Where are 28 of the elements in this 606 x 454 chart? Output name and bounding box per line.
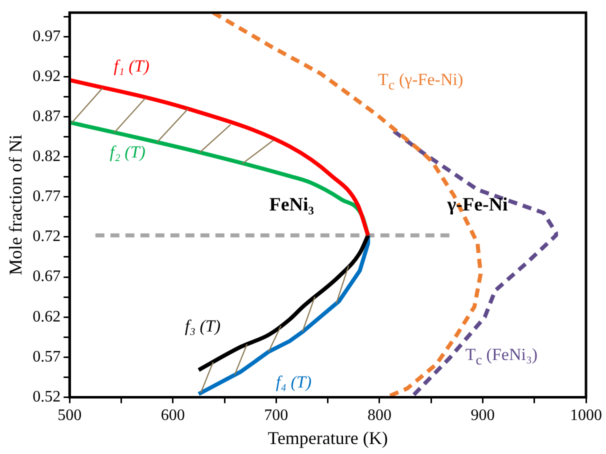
x-tick-label: 1000 <box>570 407 602 424</box>
x-axis-title: Temperature (K) <box>268 428 388 448</box>
series-label: T$_{c}$ (FeNi₃) <box>465 345 538 369</box>
y-tick-label: 0.62 <box>32 308 61 326</box>
series-label: f₁ (T) <box>114 56 150 76</box>
y-tick-label: 0.67 <box>32 268 61 286</box>
y-tick-label: 0.52 <box>32 388 61 406</box>
y-tick-label: 0.92 <box>32 68 61 85</box>
annotation: FeNi₃ <box>269 194 314 216</box>
y-axis-title: Mole fraction of Ni <box>6 134 26 276</box>
series-label: f₂ (T) <box>110 142 146 162</box>
x-tick-label: 800 <box>367 407 392 424</box>
line-series <box>70 78 370 238</box>
y-tick-label: 0.72 <box>32 228 61 246</box>
x-tick-label: 700 <box>264 407 288 424</box>
y-tick-label: 0.57 <box>32 348 61 366</box>
y-tick-label: 0.77 <box>32 188 61 206</box>
line-series <box>392 129 558 398</box>
series-label: f₃ (T) <box>184 316 221 336</box>
x-tick-label: 600 <box>160 407 185 424</box>
y-tick-label: 0.82 <box>32 148 61 166</box>
series-label: f₄ (T) <box>276 372 312 392</box>
y-tick-label: 0.97 <box>32 28 61 45</box>
y-tick-label: 0.87 <box>32 108 61 125</box>
x-tick-label: 900 <box>470 407 495 424</box>
x-tick-label: 500 <box>58 407 82 424</box>
annotation: γ-Fe-Ni <box>447 194 508 216</box>
series-label: T$_{c}$ (γ-Fe-Ni) <box>378 70 464 94</box>
